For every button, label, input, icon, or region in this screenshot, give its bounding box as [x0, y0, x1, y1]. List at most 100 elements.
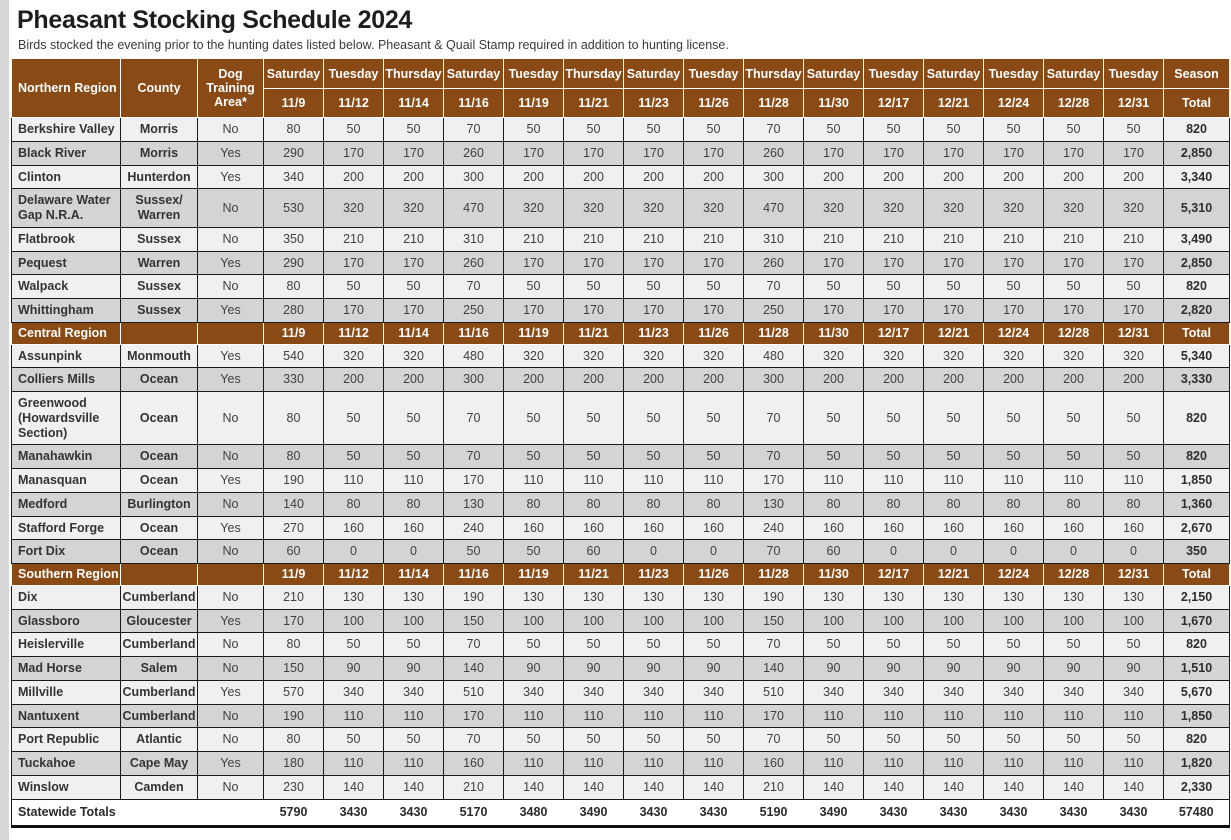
stocking-value-cell: 50 — [863, 632, 924, 657]
stocking-value-cell: 130 — [983, 584, 1044, 610]
stocking-value-cell: 70 — [743, 727, 804, 752]
stocking-value-cell: 320 — [1103, 188, 1164, 228]
stocking-value-cell: 200 — [983, 367, 1044, 392]
stocking-data-row: Glassboro Gloucester Yes 170 100 100 150 100 100… — [11, 608, 1230, 634]
statewide-value-cell: 3490 — [563, 798, 624, 829]
stocking-value-cell: 110 — [1043, 751, 1104, 776]
season-total-cell: 3,330 — [1163, 367, 1230, 392]
stocking-value-cell: 130 — [443, 491, 504, 517]
day-header-cell: Tuesday — [863, 58, 924, 89]
area-cell: Walpack — [11, 274, 121, 299]
county-cell: Warren — [120, 250, 198, 276]
stocking-value-cell: 50 — [443, 539, 504, 564]
stocking-value-cell: 100 — [923, 608, 984, 634]
stocking-value-cell: 110 — [323, 703, 384, 729]
stocking-value-cell: 50 — [623, 390, 684, 446]
stocking-value-cell: 50 — [1043, 727, 1104, 752]
section-date-cell: 12/31 — [1103, 563, 1164, 586]
stocking-value-cell: 50 — [1103, 274, 1164, 299]
county-cell: Ocean — [120, 444, 198, 469]
stocking-value-cell: 110 — [323, 751, 384, 776]
stocking-data-row: Dix Cumberland No 210 130 130 190 130 130 130 130 1… — [11, 584, 1230, 610]
stocking-value-cell: 70 — [443, 274, 504, 299]
stocking-value-cell: 340 — [263, 164, 324, 190]
stocking-value-cell: 110 — [1103, 751, 1164, 776]
dog-training-cell: No — [197, 539, 264, 564]
stocking-value-cell: 50 — [503, 727, 564, 752]
stocking-data-row: Berkshire Valley Morris No 80 50 50 70 50 50 50 50… — [11, 117, 1230, 142]
county-cell: Sussex — [120, 274, 198, 299]
section-date-cell: 12/24 — [983, 563, 1044, 586]
stocking-value-cell: 50 — [863, 390, 924, 446]
area-cell: Clinton — [11, 164, 121, 190]
stocking-value-cell: 50 — [1103, 117, 1164, 142]
stocking-value-cell: 50 — [863, 117, 924, 142]
stocking-value-cell: 170 — [323, 140, 384, 166]
stocking-value-cell: 110 — [1103, 468, 1164, 493]
statewide-grand-total-cell: 57480 — [1163, 798, 1230, 829]
stocking-value-cell: 110 — [923, 751, 984, 776]
stocking-data-row: Medford Burlington No 140 80 80 130 80 80 80 80 130… — [11, 491, 1230, 517]
stocking-value-cell: 310 — [443, 226, 504, 252]
stocking-value-cell: 100 — [683, 608, 744, 634]
stocking-value-cell: 230 — [263, 774, 324, 800]
stocking-value-cell: 170 — [1103, 298, 1164, 323]
stocking-value-cell: 210 — [383, 226, 444, 252]
stocking-value-cell: 200 — [923, 164, 984, 190]
stocking-value-cell: 50 — [563, 390, 624, 446]
stocking-data-row: Fort Dix Ocean No 60 0 0 50 50 60 0 0 70 60 0 0 0 0 0 350 — [11, 539, 1230, 564]
season-total-cell: 820 — [1163, 444, 1230, 469]
stocking-value-cell: 200 — [983, 164, 1044, 190]
day-header-cell: Saturday — [443, 58, 504, 89]
stocking-value-cell: 50 — [803, 727, 864, 752]
section-date-cell: 12/28 — [1043, 563, 1104, 586]
page-subtitle: Birds stocked the evening prior to the h… — [18, 38, 729, 52]
county-cell: Ocean — [120, 390, 198, 446]
section-date-cell: 12/21 — [923, 563, 984, 586]
section-date-cell: 11/19 — [503, 563, 564, 586]
stocking-value-cell: 70 — [743, 539, 804, 564]
stocking-value-cell: 50 — [983, 727, 1044, 752]
stocking-value-cell: 50 — [503, 539, 564, 564]
season-total-cell: 820 — [1163, 727, 1230, 752]
stocking-value-cell: 200 — [803, 367, 864, 392]
county-cell: Sussex — [120, 226, 198, 252]
area-cell: Fort Dix — [11, 539, 121, 564]
stocking-value-cell: 50 — [383, 117, 444, 142]
stocking-value-cell: 70 — [443, 444, 504, 469]
stocking-value-cell: 570 — [263, 679, 324, 705]
stocking-value-cell: 200 — [503, 164, 564, 190]
statewide-value-cell: 3430 — [383, 798, 444, 829]
dog-training-cell: No — [197, 656, 264, 681]
stocking-value-cell: 140 — [803, 774, 864, 800]
section-date-cell: 11/30 — [803, 321, 864, 345]
dog-training-cell: Yes — [197, 250, 264, 276]
section-name-cell: Central Region — [11, 321, 121, 345]
stocking-value-cell: 210 — [323, 226, 384, 252]
stocking-value-cell: 50 — [323, 390, 384, 446]
stocking-value-cell: 50 — [1043, 390, 1104, 446]
stocking-value-cell: 170 — [863, 140, 924, 166]
stocking-value-cell: 110 — [383, 751, 444, 776]
section-date-cell: 11/16 — [443, 563, 504, 586]
stocking-value-cell: 320 — [1043, 343, 1104, 369]
stocking-value-cell: 170 — [383, 298, 444, 323]
statewide-value-cell: 3430 — [923, 798, 984, 829]
section-date-cell: 12/31 — [1103, 321, 1164, 345]
stocking-value-cell: 270 — [263, 515, 324, 541]
county-cell: Sussex/ Warren — [120, 188, 198, 228]
stocking-value-cell: 0 — [623, 539, 684, 564]
stocking-value-cell: 150 — [743, 608, 804, 634]
stocking-value-cell: 0 — [1103, 539, 1164, 564]
dog-training-cell: Yes — [197, 679, 264, 705]
stocking-value-cell: 50 — [983, 444, 1044, 469]
area-cell: Greenwood (Howardsville Section) — [11, 390, 121, 446]
stocking-value-cell: 210 — [443, 774, 504, 800]
date-header-cell: 12/17 — [863, 88, 924, 118]
stocking-value-cell: 170 — [863, 298, 924, 323]
date-header-cell: 12/24 — [983, 88, 1044, 118]
stocking-value-cell: 90 — [323, 656, 384, 681]
stocking-value-cell: 110 — [923, 468, 984, 493]
stocking-value-cell: 170 — [863, 250, 924, 276]
county-cell: Camden — [120, 774, 198, 800]
